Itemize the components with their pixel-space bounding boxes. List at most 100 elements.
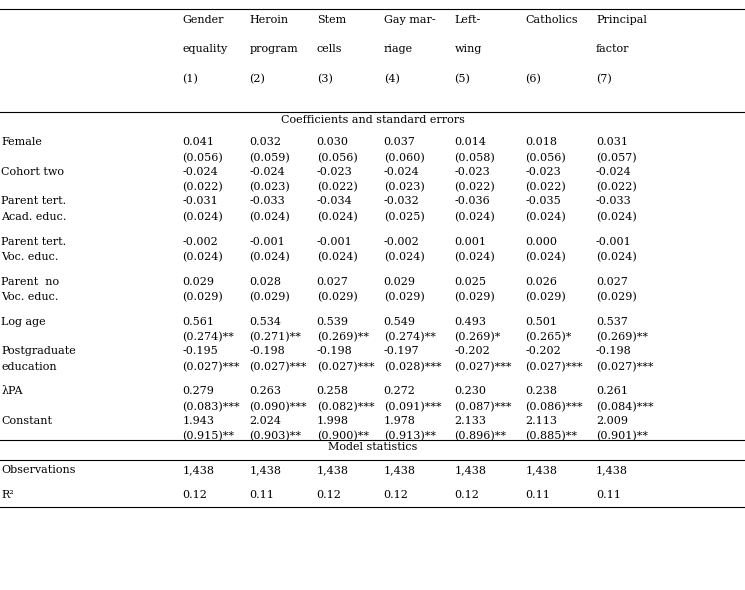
Text: (0.022): (0.022): [183, 182, 224, 192]
Text: -0.023: -0.023: [317, 167, 352, 177]
Text: 0.238: 0.238: [525, 386, 557, 396]
Text: (0.024): (0.024): [384, 252, 425, 262]
Text: -0.024: -0.024: [596, 167, 632, 177]
Text: (0.024): (0.024): [317, 252, 358, 262]
Text: (0.269)**: (0.269)**: [317, 332, 369, 342]
Text: -0.202: -0.202: [454, 346, 490, 356]
Text: -0.023: -0.023: [454, 167, 490, 177]
Text: 0.031: 0.031: [596, 137, 628, 148]
Text: 0.549: 0.549: [384, 317, 416, 327]
Text: 1,438: 1,438: [454, 465, 486, 475]
Text: (0.024): (0.024): [454, 212, 495, 222]
Text: factor: factor: [596, 44, 630, 54]
Text: program: program: [250, 44, 298, 54]
Text: -0.024: -0.024: [384, 167, 419, 177]
Text: (0.913)**: (0.913)**: [384, 431, 436, 441]
Text: -0.034: -0.034: [317, 196, 352, 206]
Text: (0.056): (0.056): [525, 153, 566, 163]
Text: 0.561: 0.561: [183, 317, 215, 327]
Text: 1,438: 1,438: [525, 465, 557, 475]
Text: 0.11: 0.11: [596, 490, 621, 500]
Text: (4): (4): [384, 74, 399, 84]
Text: (0.087)***: (0.087)***: [454, 402, 512, 412]
Text: 0.028: 0.028: [250, 277, 282, 287]
Text: 0.030: 0.030: [317, 137, 349, 148]
Text: -0.024: -0.024: [183, 167, 218, 177]
Text: 0.041: 0.041: [183, 137, 215, 148]
Text: 1,438: 1,438: [384, 465, 416, 475]
Text: -0.023: -0.023: [525, 167, 561, 177]
Text: (0.022): (0.022): [454, 182, 495, 192]
Text: (0.900)**: (0.900)**: [317, 431, 369, 441]
Text: Model statistics: Model statistics: [328, 442, 417, 453]
Text: 2.113: 2.113: [525, 416, 557, 426]
Text: Principal: Principal: [596, 15, 647, 25]
Text: (0.024): (0.024): [250, 252, 291, 262]
Text: (0.271)**: (0.271)**: [250, 332, 302, 342]
Text: riage: riage: [384, 44, 413, 54]
Text: (0.022): (0.022): [317, 182, 358, 192]
Text: Catholics: Catholics: [525, 15, 578, 25]
Text: (0.265)*: (0.265)*: [525, 332, 571, 342]
Text: education: education: [1, 362, 57, 372]
Text: (0.060): (0.060): [384, 153, 425, 163]
Text: 0.11: 0.11: [525, 490, 550, 500]
Text: (0.915)**: (0.915)**: [183, 431, 235, 441]
Text: 0.037: 0.037: [384, 137, 416, 148]
Text: (0.024): (0.024): [596, 252, 637, 262]
Text: Log age: Log age: [1, 317, 46, 327]
Text: -0.035: -0.035: [525, 196, 561, 206]
Text: (0.029): (0.029): [596, 292, 637, 302]
Text: -0.202: -0.202: [525, 346, 561, 356]
Text: -0.195: -0.195: [183, 346, 218, 356]
Text: (0.023): (0.023): [250, 182, 291, 192]
Text: (0.024): (0.024): [525, 252, 566, 262]
Text: -0.198: -0.198: [596, 346, 632, 356]
Text: (6): (6): [525, 74, 541, 84]
Text: (0.027)***: (0.027)***: [250, 362, 307, 372]
Text: Female: Female: [1, 137, 42, 148]
Text: (0.024): (0.024): [183, 212, 224, 222]
Text: (5): (5): [454, 74, 470, 84]
Text: wing: wing: [454, 44, 482, 54]
Text: 0.537: 0.537: [596, 317, 628, 327]
Text: -0.031: -0.031: [183, 196, 218, 206]
Text: -0.002: -0.002: [384, 237, 419, 247]
Text: (0.056): (0.056): [183, 153, 224, 163]
Text: 0.12: 0.12: [384, 490, 408, 500]
Text: (0.023): (0.023): [384, 182, 425, 192]
Text: (0.082)***: (0.082)***: [317, 402, 374, 412]
Text: Parent  no: Parent no: [1, 277, 60, 287]
Text: 0.000: 0.000: [525, 237, 557, 247]
Text: (3): (3): [317, 74, 332, 84]
Text: (1): (1): [183, 74, 198, 84]
Text: -0.197: -0.197: [384, 346, 419, 356]
Text: (0.024): (0.024): [183, 252, 224, 262]
Text: -0.002: -0.002: [183, 237, 218, 247]
Text: 0.027: 0.027: [596, 277, 628, 287]
Text: Observations: Observations: [1, 465, 76, 475]
Text: Left-: Left-: [454, 15, 481, 25]
Text: 0.014: 0.014: [454, 137, 486, 148]
Text: -0.033: -0.033: [596, 196, 632, 206]
Text: (0.029): (0.029): [384, 292, 425, 302]
Text: (0.058): (0.058): [454, 153, 495, 163]
Text: (0.027)***: (0.027)***: [525, 362, 583, 372]
Text: (0.896)**: (0.896)**: [454, 431, 507, 441]
Text: 0.501: 0.501: [525, 317, 557, 327]
Text: Cohort two: Cohort two: [1, 167, 65, 177]
Text: (0.029): (0.029): [317, 292, 358, 302]
Text: 0.258: 0.258: [317, 386, 349, 396]
Text: 0.261: 0.261: [596, 386, 628, 396]
Text: Coefficients and standard errors: Coefficients and standard errors: [281, 115, 464, 125]
Text: (0.022): (0.022): [525, 182, 566, 192]
Text: (0.024): (0.024): [317, 212, 358, 222]
Text: (0.029): (0.029): [454, 292, 495, 302]
Text: Stem: Stem: [317, 15, 346, 25]
Text: 0.026: 0.026: [525, 277, 557, 287]
Text: Parent tert.: Parent tert.: [1, 196, 66, 206]
Text: (0.028)***: (0.028)***: [384, 362, 441, 372]
Text: (0.903)**: (0.903)**: [250, 431, 302, 441]
Text: (0.024): (0.024): [250, 212, 291, 222]
Text: 1.998: 1.998: [317, 416, 349, 426]
